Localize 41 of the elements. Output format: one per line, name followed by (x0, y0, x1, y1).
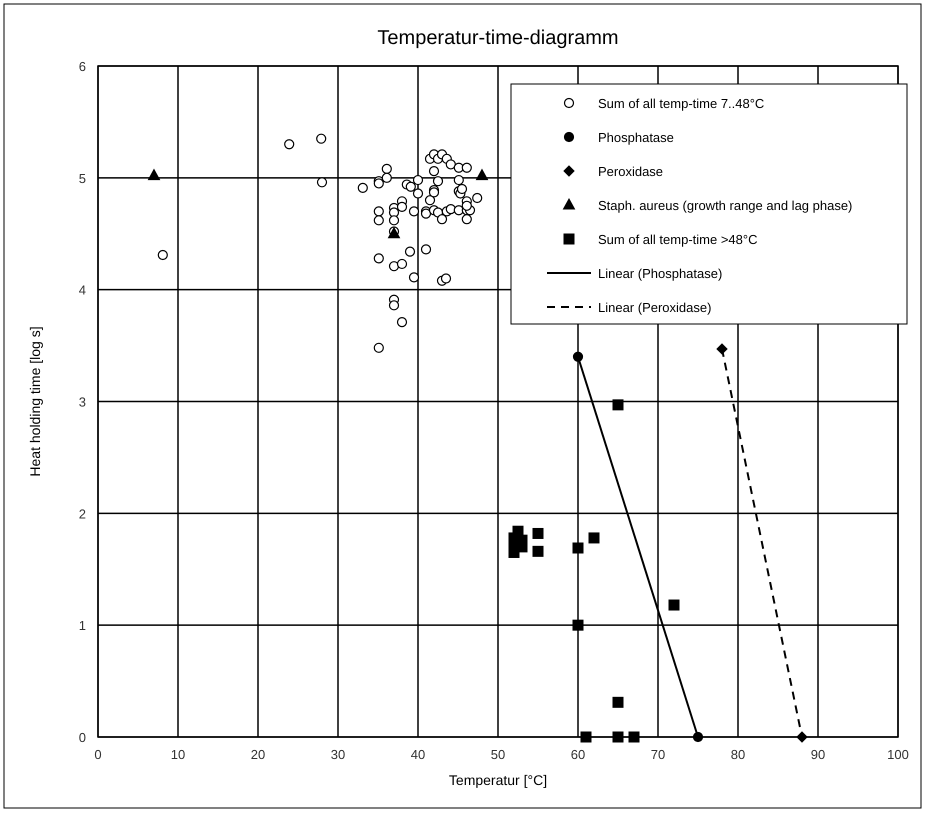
x-axis-title: Temperatur [°C] (448, 772, 548, 788)
point (668, 600, 680, 611)
y-axis-title: Heat holding time [log s] (27, 326, 43, 477)
x-tick-label: 50 (490, 747, 506, 762)
x-tick-label: 100 (887, 747, 909, 762)
y-tick-label: 0 (78, 730, 86, 745)
point (148, 169, 160, 180)
legend-label: Staph. aureus (growth range and lag phase) (598, 198, 852, 213)
x-tick-label: 20 (250, 747, 266, 762)
x-tick-label: 80 (730, 747, 746, 762)
point (612, 732, 624, 742)
point (572, 542, 584, 554)
point (580, 732, 592, 742)
point (532, 528, 544, 539)
legend-label: Linear (Peroxidase) (598, 300, 712, 315)
legend-label: Peroxidase (598, 164, 664, 179)
y-tick-label: 6 (78, 59, 86, 74)
legend-label: Linear (Phosphatase) (598, 266, 722, 281)
y-tick-label: 1 (78, 618, 86, 634)
point (476, 169, 488, 180)
y-tick-label: 2 (78, 506, 86, 522)
point (612, 696, 624, 708)
x-tick-label: 70 (650, 747, 666, 762)
x-tick-label: 40 (410, 747, 426, 762)
y-tick-label: 4 (78, 282, 86, 298)
x-tick-label: 0 (94, 747, 102, 762)
x-tick-label: 30 (330, 747, 346, 762)
point (628, 732, 640, 742)
x-tick-label: 60 (570, 747, 586, 762)
x-tick-label: 90 (810, 747, 826, 762)
point (572, 620, 584, 631)
y-tick-label: 3 (78, 394, 86, 410)
chart-title: Temperatur-time-diagramm (377, 27, 619, 49)
legend-label: Sum of all temp-time >48°C (598, 232, 758, 247)
x-tick-label: 10 (170, 747, 186, 762)
point (612, 399, 624, 410)
point (532, 546, 544, 557)
legend-label: Sum of all temp-time 7..48°C (598, 96, 764, 111)
y-tick-label: 5 (78, 170, 86, 186)
point (588, 532, 600, 544)
legend-label: Phosphatase (598, 130, 674, 145)
